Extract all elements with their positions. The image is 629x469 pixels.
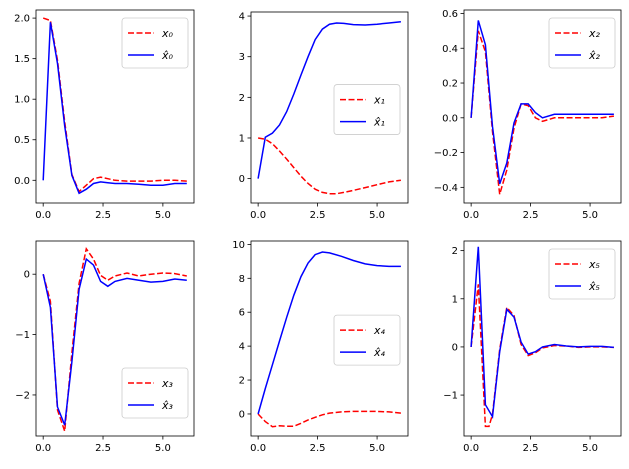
subplot-3: 0.0 2.5 5.0 −2 −1 0 x₃ x̂₃ (15, 240, 195, 454)
y-tick-label: 0.0 (442, 113, 458, 124)
x-tick-label: 5.0 (582, 443, 598, 454)
x-tick-label: 5.0 (155, 443, 171, 454)
legend-label: x̂₃ (161, 399, 174, 412)
series-line-4-1 (257, 251, 401, 415)
y-tick-label: 0 (452, 342, 458, 353)
legend: x₅ x̂₅ (548, 248, 616, 300)
y-tick-label: 0.6 (442, 9, 458, 20)
y-tick-label: 1.0 (14, 95, 30, 106)
y-tick-label: −0.2 (434, 148, 458, 159)
legend: x₂ x̂₂ (548, 17, 616, 69)
series-line-5-1 (470, 246, 614, 420)
legend-box (333, 84, 401, 135)
x-tick-label: 2.5 (95, 443, 111, 454)
axes-frame (35, 240, 195, 437)
legend-label: x̂₁ (373, 116, 385, 129)
y-tick-label: 4 (239, 12, 245, 23)
legend-label: x₁ (373, 94, 385, 107)
legend: x₁ x̂₁ (333, 84, 401, 135)
y-tick-label: 3 (239, 52, 245, 63)
legend-box (121, 17, 189, 69)
y-tick-label: 2 (239, 376, 245, 387)
axes-frame (35, 9, 195, 204)
y-tick-label: 4 (239, 342, 245, 353)
x-tick-label: 0.0 (250, 443, 266, 454)
axes-frame (250, 240, 409, 437)
y-tick-label: −1 (15, 330, 30, 341)
y-tick-label: 2.0 (14, 14, 30, 25)
y-tick-label: 1 (239, 133, 245, 144)
y-tick-label: 2 (452, 246, 458, 257)
x-tick-label: 5.0 (582, 210, 598, 221)
y-tick-label: 8 (239, 274, 245, 285)
y-tick-label: −0.4 (434, 183, 458, 194)
x-tick-label: 0.0 (463, 210, 479, 221)
x-tick-label: 2.5 (523, 443, 539, 454)
y-tick-label: 2 (239, 93, 245, 104)
axes-frame (463, 9, 622, 204)
series-line-2-1 (470, 20, 614, 185)
legend: x₀ x̂₀ (121, 17, 189, 69)
x-tick-label: 5.0 (369, 443, 385, 454)
y-tick-label: 1.5 (14, 54, 30, 65)
legend-label: x₄ (373, 324, 386, 337)
x-tick-label: 2.5 (310, 443, 326, 454)
legend-label: x₂ (588, 27, 601, 40)
x-tick-label: 0.0 (463, 443, 479, 454)
y-tick-label: 0 (24, 270, 30, 281)
legend-box (333, 314, 401, 366)
y-tick-label: 0 (239, 174, 245, 185)
y-tick-label: 0 (239, 409, 245, 420)
legend: x₃ x̂₃ (121, 367, 189, 419)
subplot-0: 0.0 2.5 5.0 0.0 0.5 1.0 1.5 2.0 x₀ x̂₀ (14, 9, 195, 221)
x-tick-label: 5.0 (155, 210, 171, 221)
series-line-5-0 (470, 284, 614, 428)
y-tick-label: 0.0 (14, 176, 30, 187)
x-tick-label: 0.0 (250, 210, 266, 221)
legend-label: x̂₄ (373, 346, 386, 359)
legend-label: x₀ (161, 27, 174, 40)
x-tick-label: 2.5 (95, 210, 111, 221)
subplot-5: 0.0 2.5 5.0 −1 0 1 2 x₅ x̂₅ (443, 240, 622, 454)
axes-frame (250, 11, 409, 204)
legend: x₄ x̂₄ (333, 314, 401, 366)
legend-label: x₃ (161, 377, 174, 390)
legend-box (548, 248, 616, 300)
series-line-0-1 (42, 22, 187, 195)
y-tick-label: 1 (452, 294, 458, 305)
legend-label: x̂₅ (588, 280, 600, 293)
series-line-4-0 (257, 410, 401, 428)
x-tick-label: 2.5 (523, 210, 539, 221)
legend-label: x₅ (588, 258, 600, 271)
series-line-1-0 (257, 137, 402, 195)
subplot-2: 0.0 2.5 5.0 −0.4 −0.2 0.0 0.2 0.4 0.6 x₂ x̂₂ (434, 9, 622, 221)
y-tick-label: 0.5 (14, 135, 30, 146)
x-tick-label: 0.0 (35, 210, 51, 221)
legend-label: x̂₀ (161, 49, 174, 62)
axes-frame (463, 240, 622, 437)
subplot-1: 0.0 2.5 5.0 0 1 2 3 4 x₁ x̂₁ (239, 11, 409, 221)
legend-box (548, 17, 616, 69)
series-line-3-1 (42, 257, 187, 426)
x-tick-label: 2.5 (310, 210, 326, 221)
x-tick-label: 5.0 (369, 210, 385, 221)
y-tick-label: 0.4 (442, 44, 458, 55)
y-tick-label: 10 (232, 240, 245, 251)
legend-box (121, 367, 189, 419)
y-tick-label: −2 (15, 390, 30, 401)
legend-label: x̂₂ (588, 49, 601, 62)
x-tick-label: 0.0 (35, 443, 51, 454)
series-line-1-1 (257, 21, 401, 179)
y-tick-label: 6 (239, 308, 245, 319)
y-tick-label: 0.2 (442, 79, 458, 90)
subplot-4: 0.0 2.5 5.0 0 2 4 6 8 10 x₄ x̂₄ (232, 240, 409, 454)
y-tick-label: −1 (443, 391, 458, 402)
